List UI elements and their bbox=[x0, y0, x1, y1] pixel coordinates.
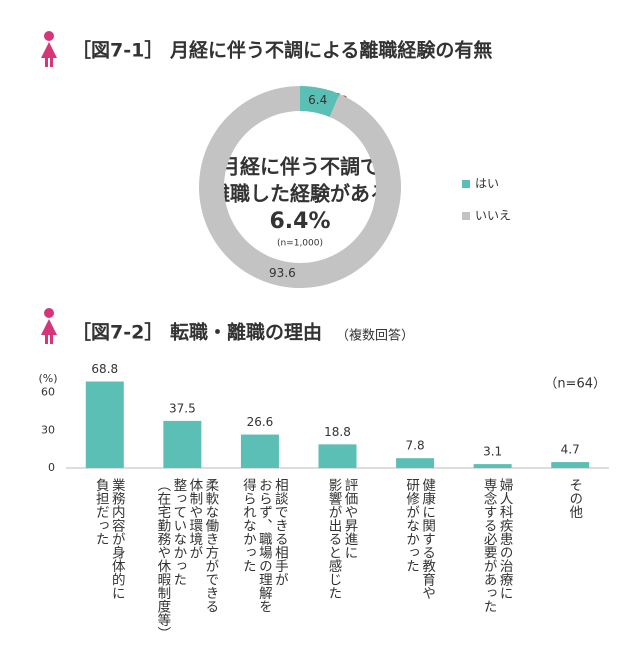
legend-swatch bbox=[462, 212, 470, 220]
bar bbox=[85, 381, 124, 468]
value-label: 93.6 bbox=[269, 266, 296, 280]
x-tick-label: 相談できる相手が おらず、職場の理解を 得られなかった bbox=[239, 478, 288, 613]
value-label: 26.6 bbox=[247, 415, 274, 429]
chart-title: ［図7-2］ 転職・離職の理由 bbox=[72, 321, 322, 344]
y-tick-label: 0 bbox=[48, 461, 55, 474]
bar bbox=[240, 434, 279, 468]
donut-segment bbox=[300, 86, 340, 118]
bar bbox=[163, 420, 202, 468]
value-label: 4.7 bbox=[561, 443, 580, 457]
y-axis-label: (%) bbox=[38, 372, 57, 385]
x-tick-label: その他 bbox=[566, 478, 583, 519]
value-label: 3.1 bbox=[483, 445, 502, 459]
value-label: 68.8 bbox=[91, 362, 118, 376]
x-tick-label: 柔軟な働き方ができる 体制や環境が 整っていなかった （在宅勤務や休暇制度等） bbox=[154, 478, 219, 640]
chart-subtitle: （複数回答） bbox=[336, 328, 414, 344]
center-text: 月経に伴う不調で bbox=[219, 155, 380, 179]
value-label: 18.8 bbox=[324, 425, 351, 439]
value-label: 37.5 bbox=[169, 401, 196, 415]
x-tick-label: 業務内容が身体的に 負担だった bbox=[92, 478, 125, 600]
legend-label: はい bbox=[475, 177, 499, 191]
y-tick-label: 60 bbox=[41, 386, 55, 399]
center-value: 6.4% bbox=[269, 209, 330, 234]
legend-label: いいえ bbox=[475, 209, 511, 223]
center-text: 離職した経験がある bbox=[210, 182, 390, 206]
bar bbox=[551, 462, 590, 468]
center-note: (n=1,000) bbox=[277, 239, 323, 249]
legend-swatch bbox=[462, 180, 470, 188]
female-icon bbox=[41, 31, 57, 67]
bar bbox=[473, 464, 512, 468]
x-tick-label: 健康に関する教育や 研修がなかった bbox=[403, 478, 436, 600]
note: （n=64） bbox=[544, 377, 606, 392]
female-icon bbox=[41, 308, 57, 344]
value-label: 6.4 bbox=[308, 93, 327, 107]
x-tick-label: 婦人科疾患の治療に 専念する必要があった bbox=[480, 478, 513, 613]
x-tick-label: 評価や昇進に 影響が出ると感じた bbox=[325, 478, 358, 600]
value-label: 7.8 bbox=[406, 439, 425, 453]
bar bbox=[318, 444, 357, 468]
bar bbox=[396, 458, 435, 468]
y-tick-label: 30 bbox=[41, 423, 55, 436]
chart-title: ［図7-1］ 月経に伴う不調による離職経験の有無 bbox=[72, 39, 492, 62]
